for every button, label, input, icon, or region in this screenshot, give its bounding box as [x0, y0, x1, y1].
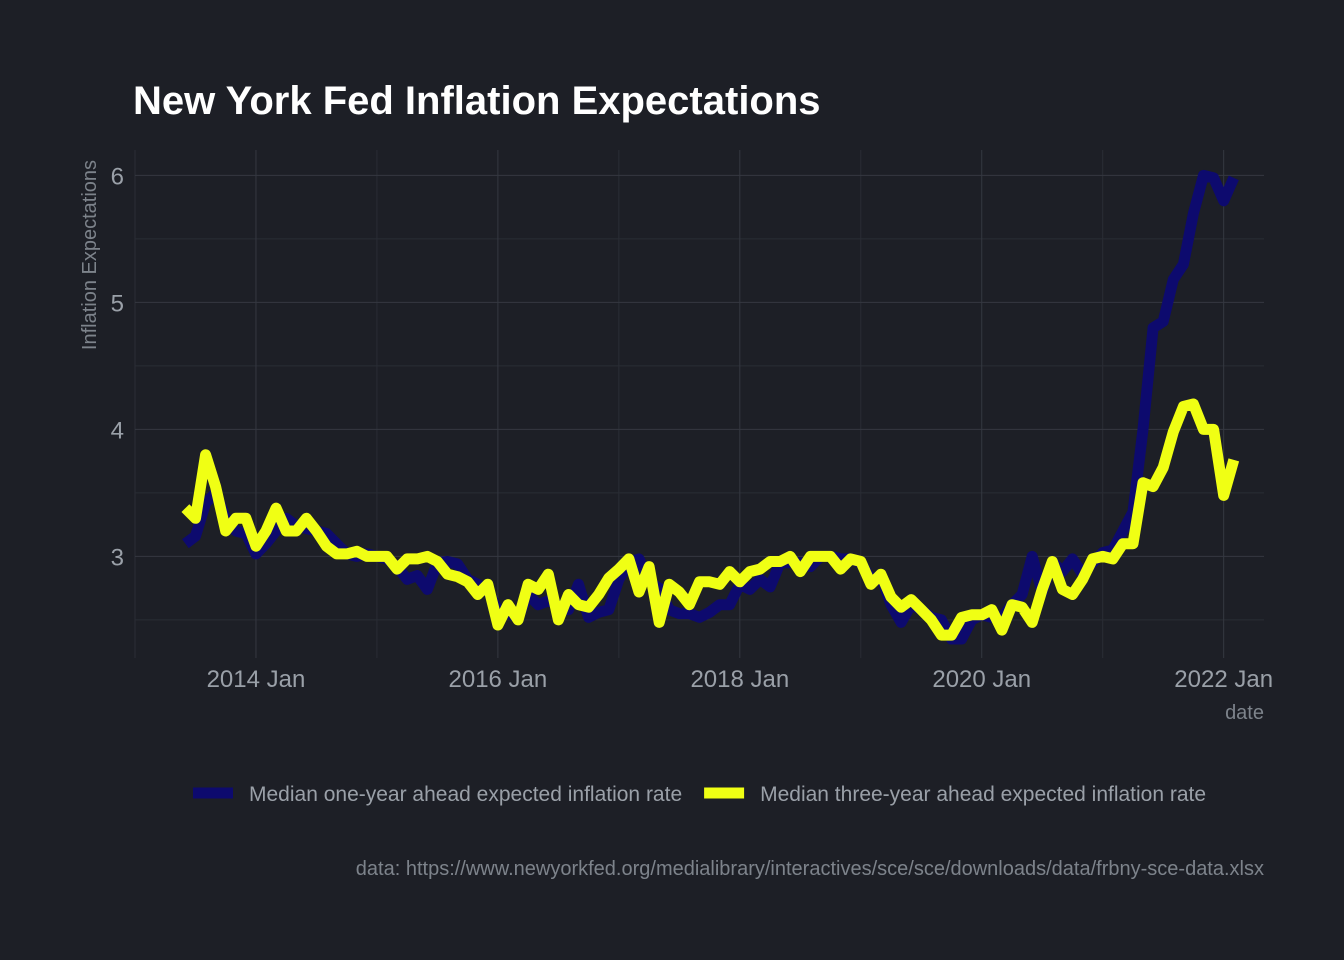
legend-label-2: Median three-year ahead expected inflati… — [760, 783, 1206, 806]
caption: data: https://www.newyorkfed.org/mediali… — [356, 858, 1264, 880]
y-axis: 3 4 5 6 — [111, 163, 124, 571]
y-tick-label: 3 — [111, 544, 124, 571]
x-tick-label: 2022 Jan — [1174, 666, 1273, 693]
legend-label-1: Median one-year ahead expected inflation… — [249, 783, 682, 806]
x-tick-label: 2020 Jan — [932, 666, 1031, 693]
legend: Median one-year ahead expected inflation… — [193, 783, 1206, 806]
x-tick-label: 2018 Jan — [690, 666, 789, 693]
x-axis: 2014 Jan 2016 Jan 2018 Jan 2020 Jan 2022 Jan — [207, 666, 1273, 693]
grid — [134, 150, 1264, 658]
x-axis-title: date — [1225, 702, 1264, 724]
y-axis-title: Inflation Expectations — [79, 160, 101, 350]
chart-title: New York Fed Inflation Expectations — [133, 79, 821, 123]
legend-item-2: Median three-year ahead expected inflati… — [704, 783, 1206, 806]
series-layer — [181, 169, 1240, 645]
y-tick-label: 4 — [111, 417, 124, 444]
x-tick-label: 2014 Jan — [207, 666, 306, 693]
y-tick-label: 6 — [111, 163, 124, 190]
legend-item-1: Median one-year ahead expected inflation… — [193, 783, 682, 806]
x-tick-label: 2016 Jan — [449, 666, 548, 693]
y-tick-label: 5 — [111, 290, 124, 317]
series-line-2 — [181, 398, 1240, 641]
